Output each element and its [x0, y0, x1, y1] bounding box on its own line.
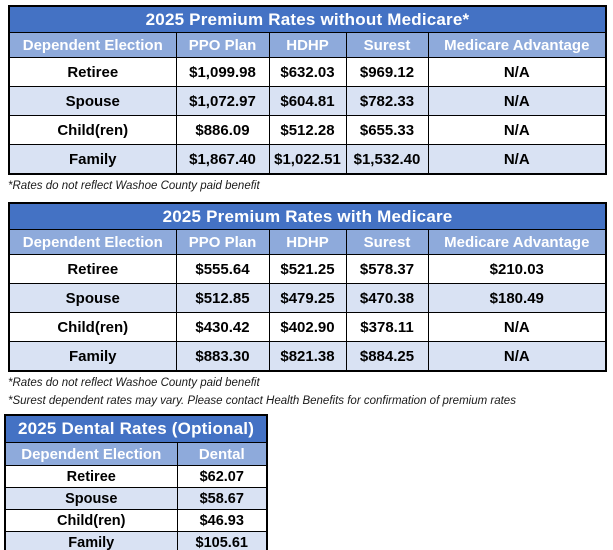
table-title-row: 2025 Premium Rates with Medicare	[8, 202, 607, 230]
column-header-hdhp: HDHP	[268, 32, 347, 58]
cell-label: Child(ren)	[8, 115, 177, 145]
table-dental-rates: 2025 Dental Rates (Optional) Dependent E…	[4, 414, 269, 550]
table-row-retiree: Retiree $555.64 $521.25 $578.37 $210.03	[8, 254, 607, 284]
cell-label: Family	[4, 531, 178, 550]
cell-label: Family	[8, 144, 177, 175]
column-header-ppo-plan: PPO Plan	[175, 32, 270, 58]
cell-label: Child(ren)	[4, 509, 178, 532]
cell-value: $521.25	[268, 254, 347, 284]
cell-value: $578.37	[345, 254, 429, 284]
cell-value: $180.49	[427, 283, 607, 313]
cell-label: Retiree	[8, 57, 177, 87]
column-header-surest: Surest	[345, 229, 429, 255]
cell-value: $655.33	[345, 115, 429, 145]
cell-value: $105.61	[176, 531, 268, 550]
table-row-children: Child(ren) $46.93	[4, 509, 268, 532]
column-header-surest: Surest	[345, 32, 429, 58]
cell-label: Retiree	[4, 465, 178, 488]
cell-value: $58.67	[176, 487, 268, 510]
column-header-dependent-election: Dependent Election	[8, 229, 177, 255]
cell-value: $604.81	[268, 86, 347, 116]
table-row-children: Child(ren) $430.42 $402.90 $378.11 N/A	[8, 312, 607, 342]
cell-label: Spouse	[4, 487, 178, 510]
cell-value: $46.93	[176, 509, 268, 532]
table-title: 2025 Premium Rates with Medicare	[8, 202, 607, 230]
table-title: 2025 Dental Rates (Optional)	[4, 414, 268, 443]
table-title-row: 2025 Dental Rates (Optional)	[4, 414, 268, 443]
table-header-row: Dependent Election Dental	[4, 442, 268, 466]
table-row-retiree: Retiree $62.07	[4, 465, 268, 488]
cell-value: $632.03	[268, 57, 347, 87]
cell-label: Spouse	[8, 86, 177, 116]
table-title: 2025 Premium Rates without Medicare*	[8, 5, 607, 33]
footnote-washoe-benefit: *Rates do not reflect Washoe County paid…	[8, 377, 260, 389]
table-header-row: Dependent Election PPO Plan HDHP Surest …	[8, 32, 607, 58]
column-header-ppo-plan: PPO Plan	[175, 229, 270, 255]
cell-value: $1,532.40	[345, 144, 429, 175]
cell-value: $470.38	[345, 283, 429, 313]
cell-value: $1,867.40	[175, 144, 270, 175]
cell-value: $378.11	[345, 312, 429, 342]
cell-value: $512.85	[175, 283, 270, 313]
column-header-dependent-election: Dependent Election	[8, 32, 177, 58]
cell-value: N/A	[427, 144, 607, 175]
cell-value: $1,099.98	[175, 57, 270, 87]
cell-value: N/A	[427, 341, 607, 372]
cell-value: $782.33	[345, 86, 429, 116]
cell-value: $479.25	[268, 283, 347, 313]
cell-value: $1,022.51	[268, 144, 347, 175]
table-row-children: Child(ren) $886.09 $512.28 $655.33 N/A	[8, 115, 607, 145]
cell-value: $210.03	[427, 254, 607, 284]
table-row-family: Family $105.61	[4, 531, 268, 550]
table-row-spouse: Spouse $58.67	[4, 487, 268, 510]
cell-label: Spouse	[8, 283, 177, 313]
cell-label: Retiree	[8, 254, 177, 284]
table-row-spouse: Spouse $1,072.97 $604.81 $782.33 N/A	[8, 86, 607, 116]
cell-label: Family	[8, 341, 177, 372]
column-header-dental: Dental	[176, 442, 268, 466]
cell-value: $62.07	[176, 465, 268, 488]
column-header-medicare-advantage: Medicare Advantage	[427, 229, 607, 255]
footnote-surest-rates: *Surest dependent rates may vary. Please…	[8, 395, 516, 407]
cell-value: N/A	[427, 57, 607, 87]
table-title-row: 2025 Premium Rates without Medicare*	[8, 5, 607, 33]
cell-value: $883.30	[175, 341, 270, 372]
cell-value: $1,072.97	[175, 86, 270, 116]
cell-value: $430.42	[175, 312, 270, 342]
cell-value: $402.90	[268, 312, 347, 342]
cell-value: $821.38	[268, 341, 347, 372]
cell-label: Child(ren)	[8, 312, 177, 342]
table-row-family: Family $1,867.40 $1,022.51 $1,532.40 N/A	[8, 144, 607, 175]
column-header-medicare-advantage: Medicare Advantage	[427, 32, 607, 58]
cell-value: $886.09	[175, 115, 270, 145]
cell-value: N/A	[427, 86, 607, 116]
table-row-spouse: Spouse $512.85 $479.25 $470.38 $180.49	[8, 283, 607, 313]
footnote-washoe-benefit: *Rates do not reflect Washoe County paid…	[8, 180, 260, 192]
cell-value: $884.25	[345, 341, 429, 372]
table-row-retiree: Retiree $1,099.98 $632.03 $969.12 N/A	[8, 57, 607, 87]
cell-value: $969.12	[345, 57, 429, 87]
table-premium-without-medicare: 2025 Premium Rates without Medicare* Dep…	[8, 5, 607, 175]
column-header-hdhp: HDHP	[268, 229, 347, 255]
cell-value: $512.28	[268, 115, 347, 145]
table-header-row: Dependent Election PPO Plan HDHP Surest …	[8, 229, 607, 255]
table-row-family: Family $883.30 $821.38 $884.25 N/A	[8, 341, 607, 372]
cell-value: $555.64	[175, 254, 270, 284]
cell-value: N/A	[427, 115, 607, 145]
table-premium-with-medicare: 2025 Premium Rates with Medicare Depende…	[8, 202, 608, 372]
cell-value: N/A	[427, 312, 607, 342]
column-header-dependent-election: Dependent Election	[4, 442, 178, 466]
